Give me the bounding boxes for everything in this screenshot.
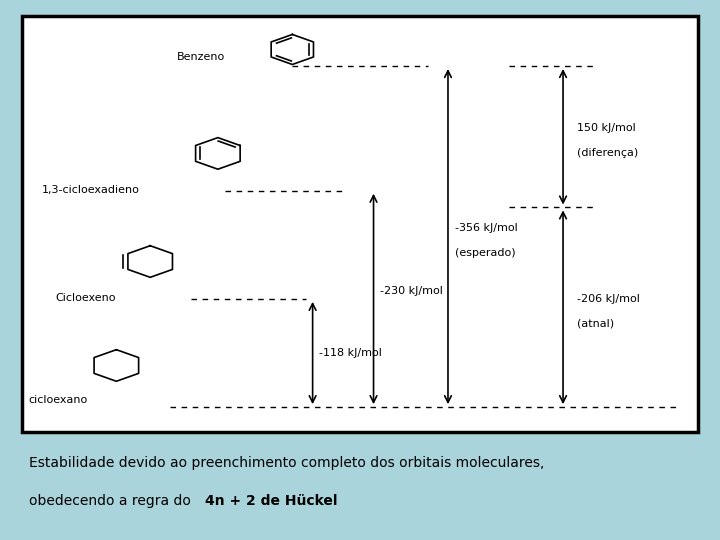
Text: 150 kJ/mol: 150 kJ/mol [577, 124, 635, 133]
Text: -118 kJ/mol: -118 kJ/mol [320, 348, 382, 358]
Text: Cicloexeno: Cicloexeno [55, 293, 116, 303]
Text: (atnal): (atnal) [577, 319, 613, 329]
Text: Benzeno: Benzeno [177, 52, 225, 62]
Text: (esperado): (esperado) [455, 248, 516, 258]
Text: cicloexano: cicloexano [28, 395, 88, 405]
Text: (diferença): (diferença) [577, 148, 638, 158]
Text: -230 kJ/mol: -230 kJ/mol [380, 286, 444, 295]
Text: -206 kJ/mol: -206 kJ/mol [577, 294, 639, 304]
Text: obedecendo a regra do: obedecendo a regra do [29, 494, 195, 508]
Text: 1,3-cicloexadieno: 1,3-cicloexadieno [42, 185, 140, 195]
Text: -356 kJ/mol: -356 kJ/mol [455, 223, 518, 233]
Text: Estabilidade devido ao preenchimento completo dos orbitais moleculares,: Estabilidade devido ao preenchimento com… [29, 456, 544, 470]
Text: 4n + 2 de Hückel: 4n + 2 de Hückel [205, 494, 338, 508]
